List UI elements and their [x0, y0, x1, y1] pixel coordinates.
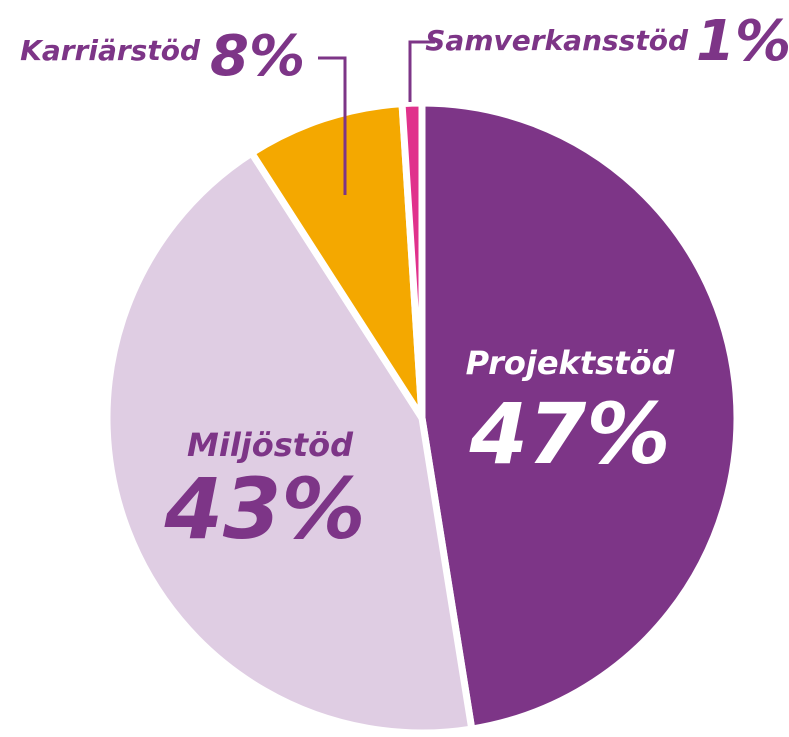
slice-value: 47%	[468, 385, 670, 483]
slice-name: Miljöstöd	[187, 426, 354, 464]
slice-value: 1%	[696, 9, 789, 74]
pie-slice	[103, 149, 476, 737]
pie-slice	[418, 99, 741, 733]
slice-name: Projektstöd	[466, 344, 676, 382]
slice-value: 43%	[163, 460, 365, 558]
pie-slice	[398, 99, 426, 422]
pie-slice	[248, 100, 426, 422]
slice-value: 8%	[210, 24, 305, 89]
slice-name: Karriärstöd	[20, 34, 201, 67]
slice-name: Samverkansstöd	[425, 24, 689, 57]
leader-line	[408, 40, 435, 102]
leader-line	[318, 56, 347, 195]
